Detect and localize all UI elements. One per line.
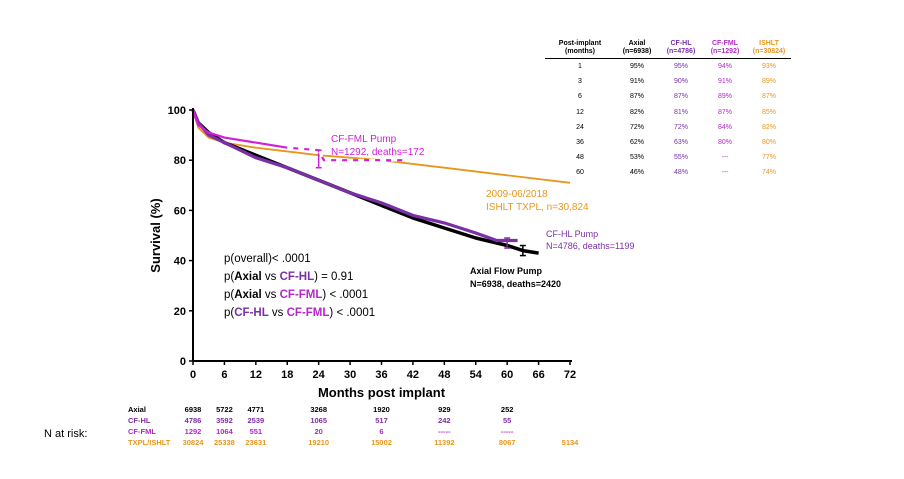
- cf-fml-annotation-title: CF-FML Pump: [331, 134, 397, 145]
- x-tick-label: 30: [344, 369, 356, 381]
- cell-ishlt: 89%: [761, 78, 776, 86]
- cell-cf-fml: 87%: [717, 108, 732, 116]
- cell-cf-hl: 72%: [673, 123, 688, 131]
- ishlt-annotation-title: 2009-06/2018: [486, 189, 548, 200]
- x-tick-label: 42: [407, 369, 419, 381]
- series-line-ishlt-txpl: [192, 109, 571, 184]
- survival-summary-table: Post-implant (months) Axial (n=6938) CF-HL…: [545, 40, 791, 181]
- cell-ishlt: 87%: [761, 93, 776, 101]
- cell-cf-hl: 48%: [673, 169, 688, 177]
- y-tick-label: 60: [174, 205, 186, 217]
- cell-months: 6: [578, 93, 582, 101]
- survival-table-row: 1 95% 95% 94% 93%: [545, 59, 791, 75]
- p-value-axial-vs-cf-fml: p(Axial vs CF-FML) < .0001: [224, 289, 368, 301]
- survival-table-header: Post-implant (months) Axial (n=6938) CF-HL…: [545, 40, 791, 59]
- cell-months: 24: [576, 123, 584, 131]
- y-tick-label: 20: [174, 306, 186, 318]
- cell-months: 3: [578, 78, 582, 86]
- cell-cf-fml: 89%: [717, 93, 732, 101]
- cell-axial: 82%: [629, 108, 644, 116]
- header-cf-hl: CF-HL (n=4786): [659, 40, 703, 59]
- x-tick-label: 36: [375, 369, 387, 381]
- header-cf-fml: CF-FML (n=1292): [703, 40, 747, 59]
- cell-cf-hl: 63%: [673, 139, 688, 147]
- series-line-cf-hl-pump: [191, 109, 518, 243]
- cell-months: 1: [578, 63, 582, 71]
- x-axis-title: Months post implant: [318, 385, 446, 400]
- series-line-axial-flow-pump: [191, 109, 539, 255]
- cell-cf-hl: 55%: [673, 154, 688, 162]
- cell-months: 60: [576, 169, 584, 177]
- x-tick-label: 0: [190, 369, 196, 381]
- p-value-block: p(overall)< .0001 p(Axial vs CF-HL) = 0.…: [224, 253, 375, 319]
- y-tick-label: 40: [174, 256, 186, 268]
- x-tick-label: 6: [221, 369, 227, 381]
- series-lines: [191, 109, 571, 257]
- survival-table-row: 36 62% 63% 80% 80%: [545, 135, 791, 150]
- cell-months: 12: [576, 108, 584, 116]
- p-value-axial-vs-cf-hl: p(Axial vs CF-HL) = 0.91: [224, 271, 353, 283]
- cell-axial: 62%: [629, 139, 644, 147]
- cell-cf-fml: 80%: [717, 139, 732, 147]
- axial-annotation-detail: N=6938, deaths=2420: [470, 279, 561, 289]
- y-axis-title: Survival (%): [148, 198, 163, 272]
- cell-ishlt: 93%: [761, 63, 776, 71]
- ishlt-annotation-detail: ISHLT TXPL, n=30,824: [486, 202, 589, 213]
- cell-ishlt: 85%: [761, 108, 776, 116]
- survival-table-row: 60 46% 48% --- 74%: [545, 165, 791, 180]
- cell-ishlt: 82%: [761, 123, 776, 131]
- n-at-risk-label: N at risk:: [44, 428, 88, 440]
- cell-cf-fml: ---: [721, 169, 729, 177]
- x-tick-label: 24: [313, 369, 326, 381]
- cell-axial: 46%: [629, 169, 644, 177]
- cell-cf-hl: 90%: [673, 78, 688, 86]
- survival-table-row: 48 53% 55% --- 77%: [545, 150, 791, 165]
- cell-axial: 72%: [629, 123, 644, 131]
- x-tick-label: 72: [564, 369, 576, 381]
- cf-fml-dash-overlay: [287, 146, 403, 162]
- y-tick-label: 100: [168, 105, 186, 117]
- cell-axial: 87%: [629, 93, 644, 101]
- y-tick-label: 0: [180, 356, 186, 368]
- header-ishlt: ISHLT (n=30824): [747, 40, 791, 59]
- cf-hl-annotation-title: CF-HL Pump: [546, 229, 598, 239]
- cell-cf-hl: 87%: [673, 93, 688, 101]
- cell-axial: 91%: [629, 78, 644, 86]
- axes: 0 6 12 18 24 30 36 42 48 54 60 66 72 0 20 40 60 80 100: [168, 105, 576, 381]
- x-tick-label: 54: [470, 369, 483, 381]
- cell-ishlt: 77%: [761, 154, 776, 162]
- survival-table-row: 24 72% 72% 84% 82%: [545, 120, 791, 135]
- p-value-cf-hl-vs-cf-fml: p(CF-HL vs CF-FML) < .0001: [224, 307, 375, 319]
- x-tick-label: 12: [250, 369, 262, 381]
- cell-ishlt: 74%: [761, 169, 776, 177]
- cell-cf-fml: 94%: [717, 63, 732, 71]
- x-tick-label: 18: [281, 369, 293, 381]
- survival-table-row: 12 82% 81% 87% 85%: [545, 105, 791, 120]
- p-value-overall: p(overall)< .0001: [224, 253, 311, 265]
- cell-cf-fml: 84%: [717, 123, 732, 131]
- cell-months: 48: [576, 154, 584, 162]
- cell-ishlt: 80%: [761, 139, 776, 147]
- cell-cf-fml: 91%: [717, 78, 732, 86]
- header-months: Post-implant (months): [545, 40, 615, 59]
- cell-months: 36: [576, 139, 584, 147]
- axial-annotation-title: Axial Flow Pump: [470, 266, 543, 276]
- header-axial: Axial (n=6938): [615, 40, 659, 59]
- x-tick-label: 48: [438, 369, 450, 381]
- x-tick-label: 66: [532, 369, 544, 381]
- cell-axial: 95%: [629, 63, 644, 71]
- cell-cf-hl: 95%: [673, 63, 688, 71]
- cf-hl-annotation-detail: N=4786, deaths=1199: [546, 241, 634, 251]
- y-tick-label: 80: [174, 155, 186, 167]
- cf-fml-annotation-detail: N=1292, deaths=172: [331, 147, 425, 158]
- cell-cf-hl: 81%: [673, 108, 688, 116]
- cell-cf-fml: ---: [721, 154, 729, 162]
- cell-axial: 53%: [629, 154, 644, 162]
- survival-table-row: 3 91% 90% 91% 89%: [545, 74, 791, 89]
- x-tick-label: 60: [501, 369, 513, 381]
- survival-table-row: 6 87% 87% 89% 87%: [545, 89, 791, 104]
